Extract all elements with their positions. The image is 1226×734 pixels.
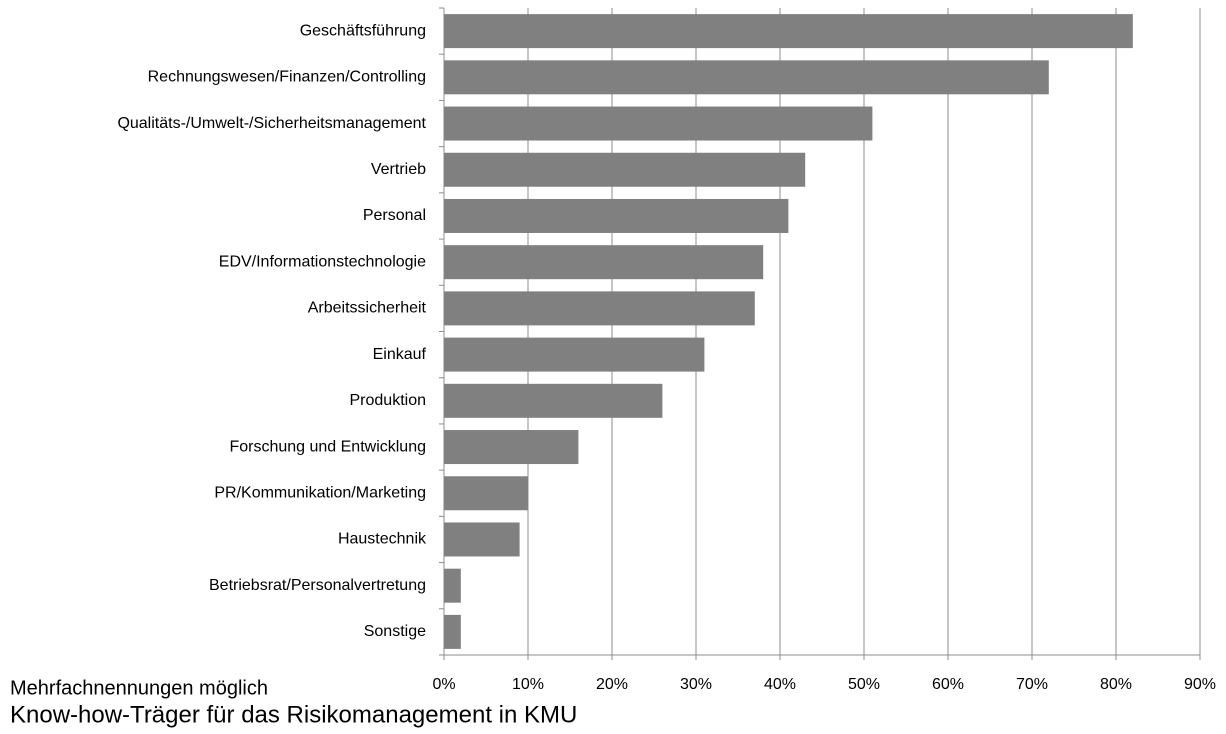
y-tick-label: Einkauf: [373, 346, 427, 363]
x-tick-label: 40%: [764, 676, 796, 693]
x-tick-label: 20%: [596, 676, 628, 693]
bar: [444, 291, 755, 326]
bar: [444, 476, 528, 511]
y-tick-label: Rechnungswesen/Finanzen/Controlling: [148, 69, 426, 86]
y-tick-label: EDV/Informationstechnologie: [219, 253, 426, 270]
y-tick-label: Forschung und Entwicklung: [229, 438, 426, 455]
chart-title: Know-how-Träger für das Risikomanagement…: [10, 701, 577, 728]
bar: [444, 198, 789, 233]
x-tick-label: 50%: [848, 676, 880, 693]
bar: [444, 568, 461, 603]
bar: [444, 430, 579, 465]
x-tick-label: 0%: [432, 676, 455, 693]
bar: [444, 60, 1049, 95]
x-tick-label: 30%: [680, 676, 712, 693]
y-tick-label: Geschäftsführung: [300, 22, 426, 39]
y-tick-label: Haustechnik: [338, 531, 427, 548]
y-tick-label: Sonstige: [364, 623, 426, 640]
x-tick-label: 60%: [932, 676, 964, 693]
bar: [444, 152, 806, 187]
bar: [444, 383, 663, 418]
bar: [444, 106, 873, 141]
y-tick-label: Vertrieb: [371, 161, 426, 178]
y-tick-label: Betriebsrat/Personalvertretung: [209, 577, 426, 594]
y-tick-label: Personal: [363, 207, 426, 224]
bar: [444, 14, 1133, 49]
x-tick-label: 90%: [1184, 676, 1216, 693]
y-tick-label: PR/Kommunikation/Marketing: [214, 484, 426, 501]
x-tick-label: 70%: [1016, 676, 1048, 693]
chart-note: Mehrfachnennungen möglich: [10, 677, 268, 699]
bar: [444, 245, 764, 280]
y-tick-label: Qualitäts-/Umwelt-/Sicherheitsmanagement: [117, 115, 426, 132]
bar: [444, 522, 520, 557]
bar: [444, 614, 461, 649]
x-tick-label: 10%: [512, 676, 544, 693]
y-tick-label: Arbeitssicherheit: [308, 300, 427, 317]
x-tick-label: 80%: [1100, 676, 1132, 693]
bar: [444, 337, 705, 372]
y-tick-label: Produktion: [350, 392, 427, 409]
